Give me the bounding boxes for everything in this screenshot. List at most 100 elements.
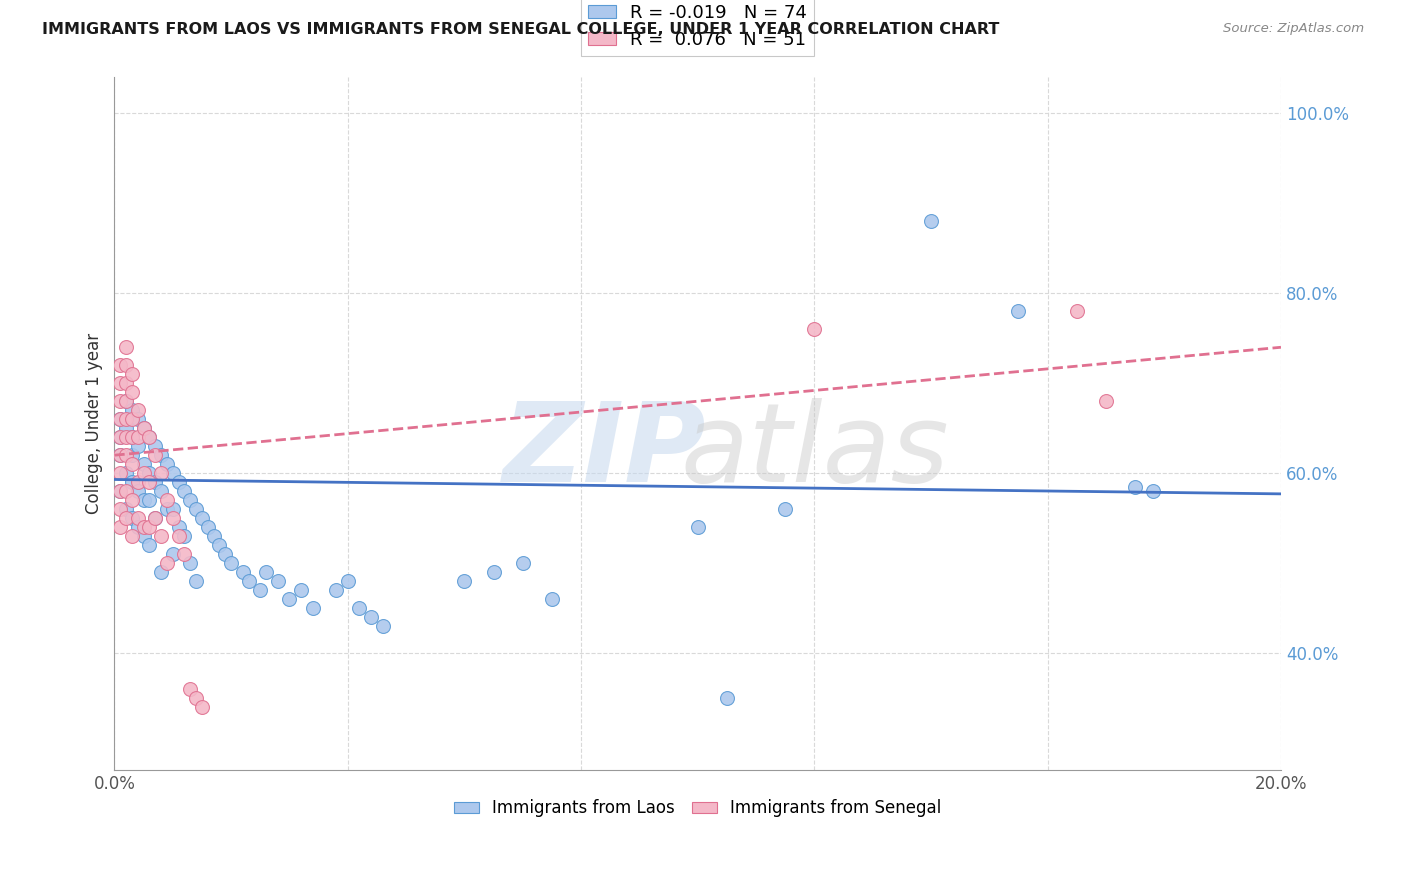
Point (167, 529, 190, 543)
Point (138, 493, 160, 508)
Point (127, 511, 149, 525)
Point (150, 448, 173, 462)
Point (115, 412, 138, 426)
Point (110, 448, 132, 462)
Point (115, 484, 138, 499)
Point (773, 502, 796, 516)
Point (138, 430, 160, 444)
Point (173, 484, 195, 499)
Point (110, 430, 132, 444)
Point (110, 376, 132, 391)
Text: Source: ZipAtlas.com: Source: ZipAtlas.com (1223, 22, 1364, 36)
Point (143, 448, 166, 462)
Point (179, 556, 201, 570)
Point (143, 511, 166, 525)
Point (110, 358, 132, 372)
Point (150, 529, 173, 543)
Point (232, 565, 254, 579)
Point (184, 502, 207, 516)
Point (110, 394, 132, 409)
Point (121, 493, 143, 508)
Point (110, 466, 132, 480)
Point (110, 448, 132, 462)
Point (254, 565, 277, 579)
Point (127, 412, 149, 426)
Point (121, 430, 143, 444)
Point (162, 502, 184, 516)
Point (115, 502, 138, 516)
Point (150, 466, 173, 480)
Point (191, 700, 214, 714)
Point (110, 484, 132, 499)
Point (173, 529, 195, 543)
Point (179, 493, 201, 508)
Point (482, 565, 505, 579)
Point (290, 583, 312, 598)
Point (127, 430, 149, 444)
Point (121, 448, 143, 462)
Point (301, 601, 323, 615)
Point (127, 484, 149, 499)
Point (162, 547, 184, 561)
Point (1123, 480, 1146, 494)
Point (138, 475, 160, 490)
Point (121, 475, 143, 490)
Point (167, 475, 190, 490)
Point (132, 493, 155, 508)
Point (150, 484, 173, 499)
Point (173, 547, 195, 561)
Point (184, 691, 207, 706)
Point (138, 430, 160, 444)
Point (115, 340, 138, 354)
Point (132, 520, 155, 534)
Point (110, 520, 132, 534)
Point (127, 520, 149, 534)
Point (115, 511, 138, 525)
Point (325, 583, 347, 598)
Point (121, 368, 143, 382)
Legend: Immigrants from Laos, Immigrants from Senegal: Immigrants from Laos, Immigrants from Se… (447, 793, 948, 824)
Point (127, 439, 149, 453)
Point (238, 574, 260, 588)
Point (179, 681, 201, 696)
Point (208, 538, 231, 552)
Point (121, 457, 143, 471)
Point (156, 502, 179, 516)
Point (1142, 484, 1164, 499)
Point (150, 565, 173, 579)
Point (191, 511, 214, 525)
Point (349, 601, 371, 615)
Point (249, 583, 271, 598)
Y-axis label: College, Under 1 year: College, Under 1 year (86, 333, 103, 515)
Point (132, 529, 155, 543)
Point (127, 403, 149, 417)
Point (1066, 304, 1088, 318)
Point (541, 592, 564, 607)
Point (716, 691, 738, 706)
Point (132, 421, 155, 435)
Point (115, 430, 138, 444)
Point (162, 466, 184, 480)
Point (132, 466, 155, 480)
Point (115, 358, 138, 372)
Point (110, 484, 132, 499)
Point (127, 475, 149, 490)
Point (115, 394, 138, 409)
Point (121, 529, 143, 543)
Point (143, 511, 166, 525)
Point (138, 520, 160, 534)
Point (336, 574, 359, 588)
Point (360, 610, 382, 624)
Point (132, 457, 155, 471)
Point (115, 421, 138, 435)
Point (167, 520, 190, 534)
Text: atlas: atlas (681, 398, 949, 505)
Point (121, 403, 143, 417)
Point (371, 619, 394, 633)
Point (110, 412, 132, 426)
Point (267, 574, 290, 588)
Point (110, 502, 132, 516)
Point (1095, 394, 1118, 409)
Point (219, 556, 242, 570)
Point (197, 520, 219, 534)
